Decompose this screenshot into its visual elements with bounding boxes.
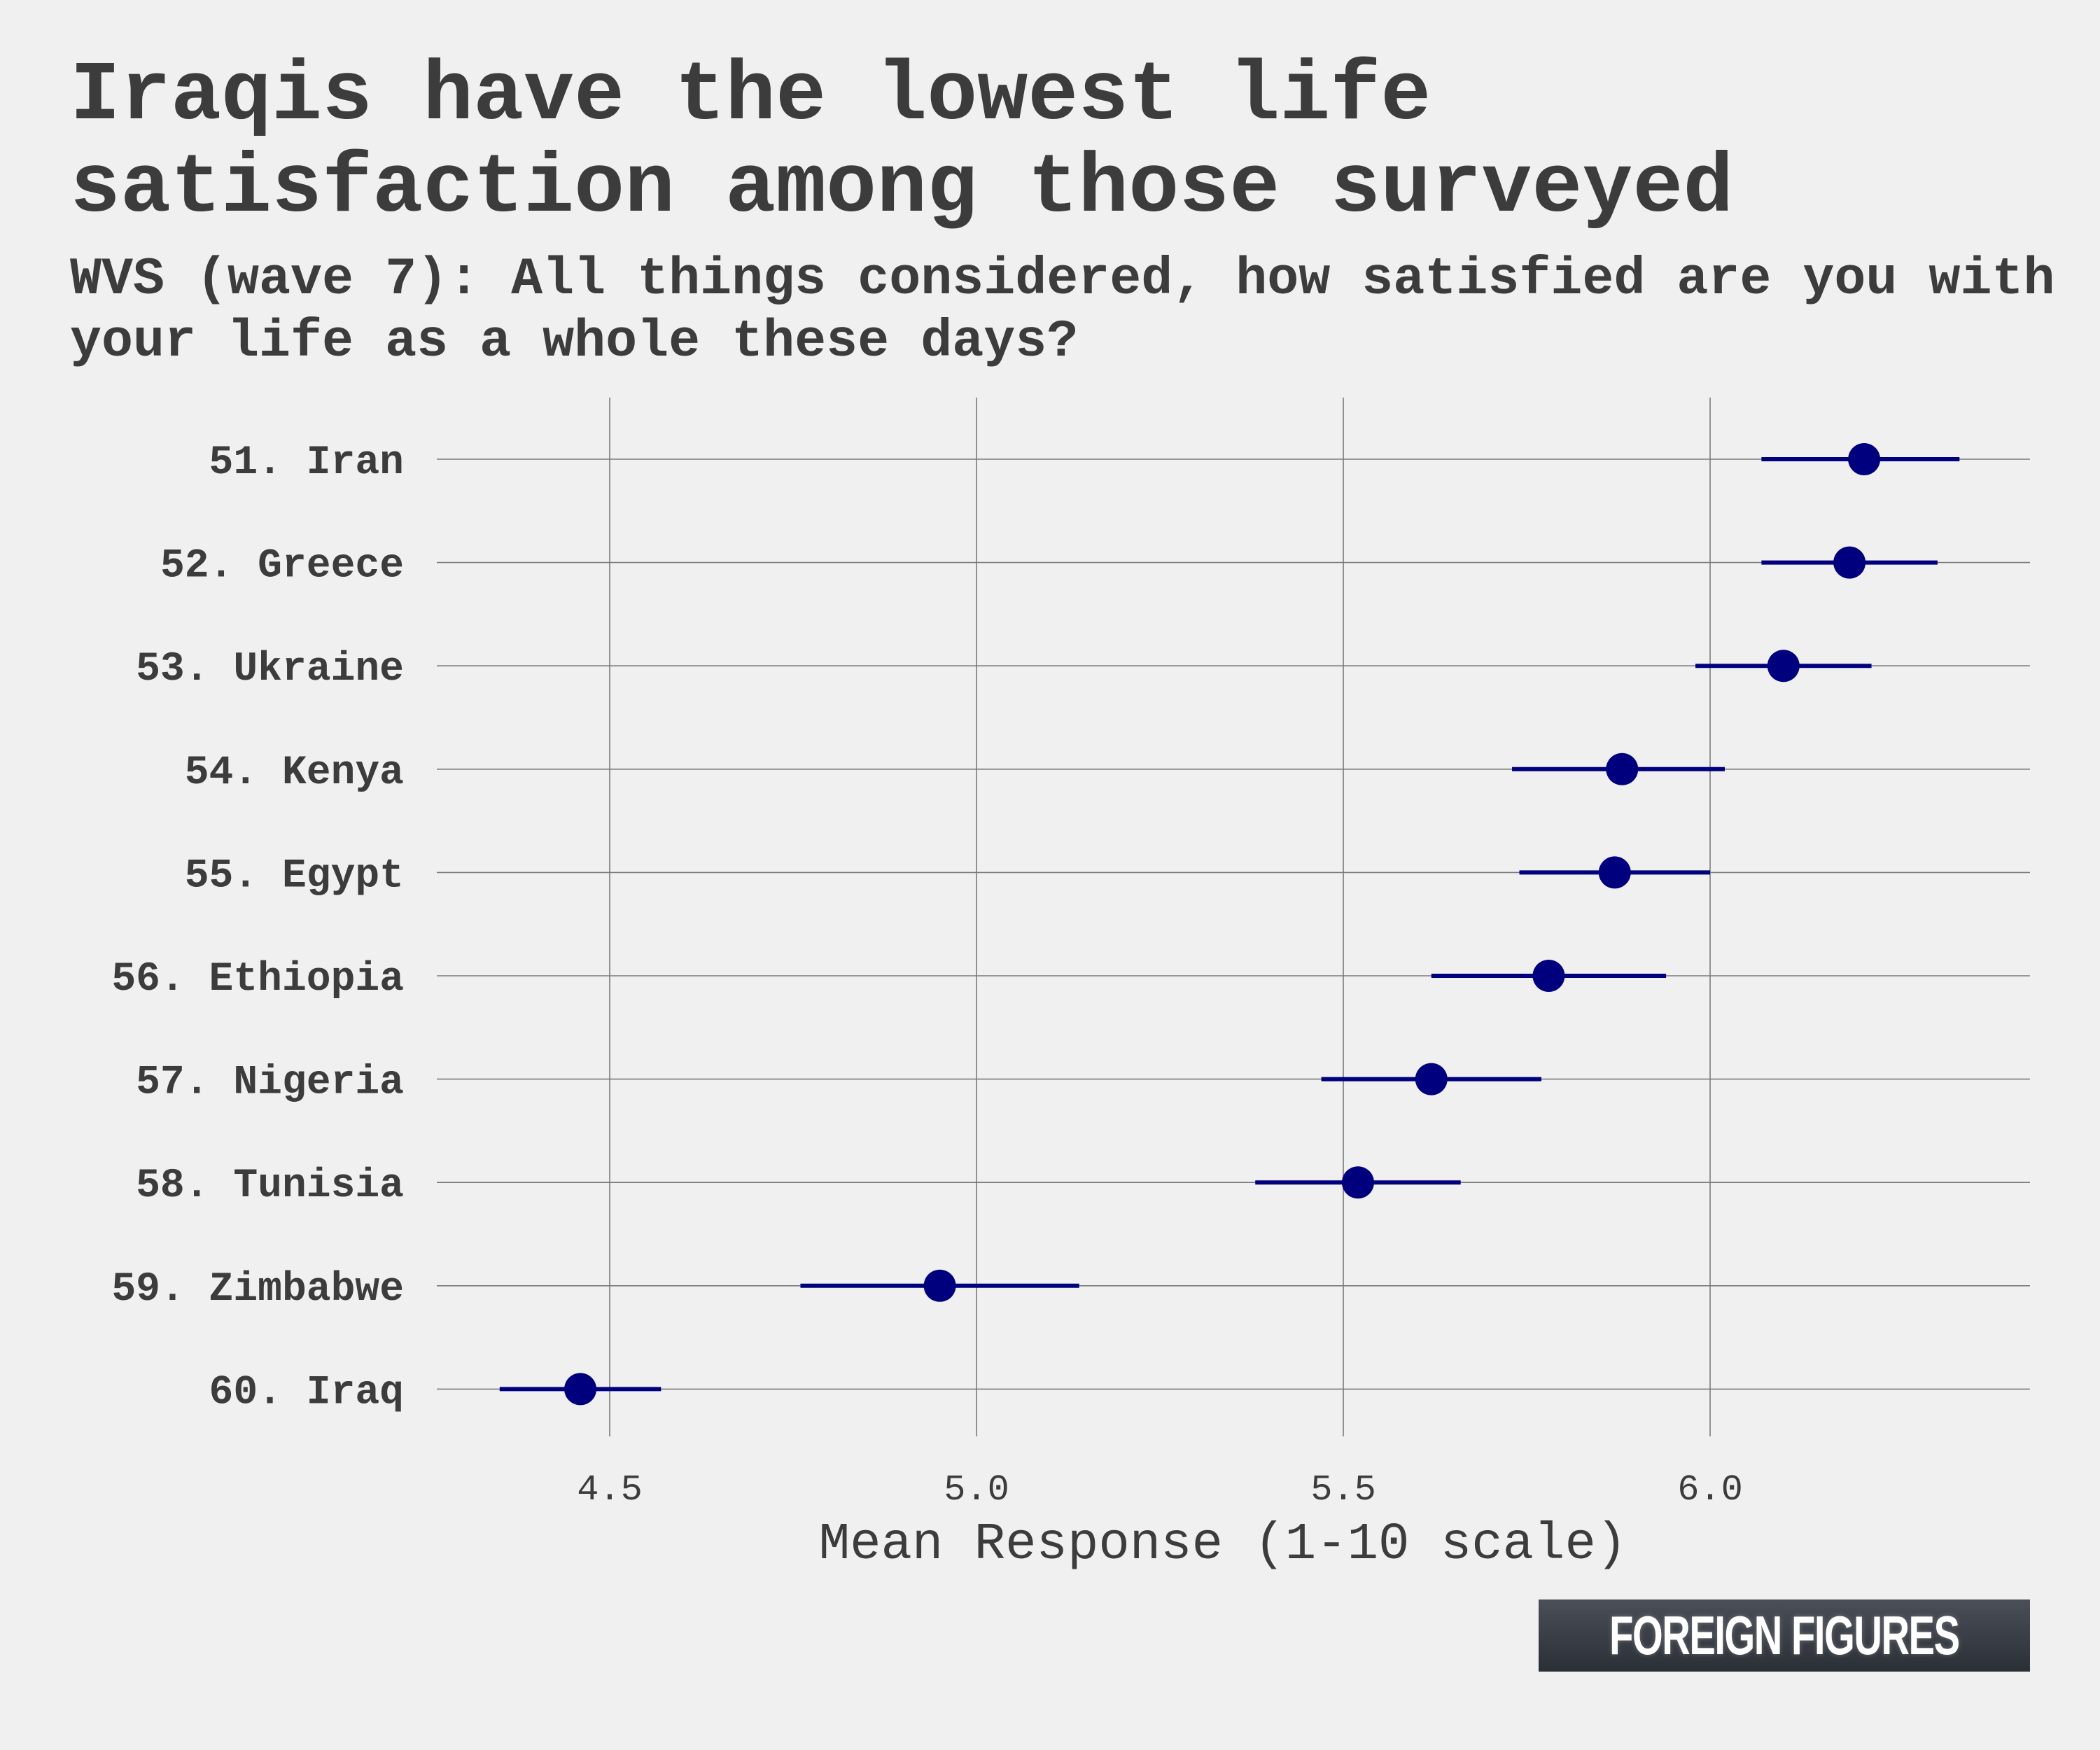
- x-tick-label: 5.0: [944, 1469, 1009, 1511]
- grid-lines: [437, 398, 2030, 1436]
- data-point: [1767, 650, 1800, 682]
- category-label: 58. Tunisia: [136, 1163, 404, 1209]
- x-tick-label: 5.5: [1310, 1469, 1376, 1511]
- x-tick-label: 6.0: [1677, 1469, 1743, 1511]
- category-label: 55. Egypt: [185, 853, 404, 899]
- data-point: [923, 1269, 956, 1302]
- x-axis-title: Mean Response (1-10 scale): [819, 1516, 1628, 1574]
- data-point: [1341, 1166, 1374, 1199]
- data-point: [564, 1373, 597, 1406]
- data-point: [1415, 1063, 1448, 1096]
- category-label: 56. Ethiopia: [111, 957, 404, 1002]
- x-tick-label: 4.5: [577, 1469, 643, 1511]
- data-point: [1848, 443, 1881, 475]
- category-label: 59. Zimbabwe: [111, 1267, 404, 1312]
- logo-text: FOREIGN FIGURES: [1609, 1604, 1960, 1666]
- data-marks: [499, 443, 1960, 1406]
- category-label: 57. Nigeria: [136, 1060, 404, 1106]
- category-label: 53. Ukraine: [136, 647, 404, 692]
- category-label: 54. Kenya: [185, 750, 404, 796]
- category-labels: 51. Iran 52. Greece 53. Ukraine 54. Kenya 55…: [111, 440, 404, 1415]
- data-point: [1598, 856, 1631, 889]
- data-point: [1606, 752, 1639, 785]
- chart-subtitle: WVS (wave 7): All things considered, how…: [70, 250, 2055, 372]
- data-point: [1833, 546, 1866, 579]
- foreign-figures-logo: FOREIGN FIGURES: [1539, 1600, 2030, 1672]
- data-point: [1532, 960, 1565, 992]
- chart-title: Iraqis have the lowest life satisfaction…: [70, 49, 1734, 237]
- category-label: 60. Iraq: [209, 1370, 404, 1415]
- x-tick-labels: 4.5 5.0 5.5 6.0: [577, 1469, 1743, 1511]
- category-label: 51. Iran: [209, 440, 404, 486]
- category-label: 52. Greece: [160, 544, 404, 589]
